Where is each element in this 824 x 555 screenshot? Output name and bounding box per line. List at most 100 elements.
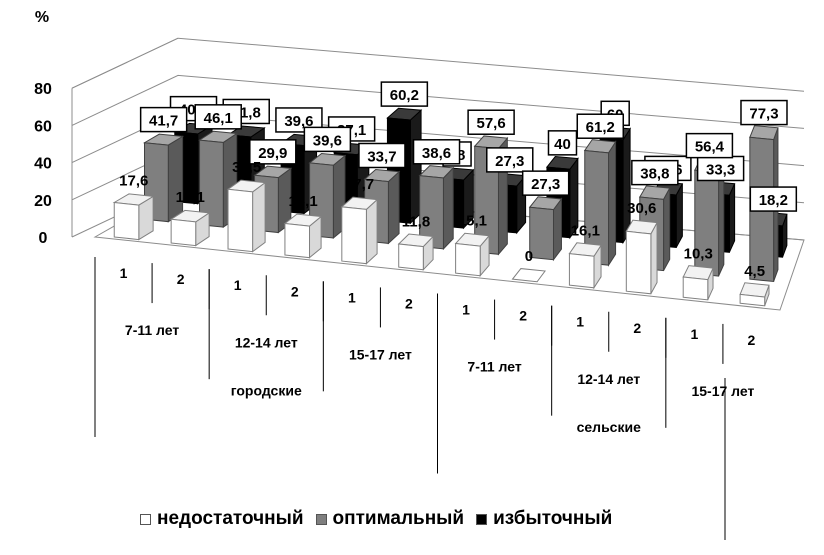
x-tick-label: 2	[519, 308, 527, 324]
svg-text:27,3: 27,3	[495, 153, 524, 170]
bar	[226, 179, 267, 253]
svg-text:40: 40	[554, 136, 571, 153]
x-tick-label: 1	[120, 265, 128, 281]
group-label: 12-14 лет	[577, 371, 640, 387]
data-label: 30,5	[232, 159, 261, 176]
bar	[583, 139, 617, 267]
y-tick-label: 20	[34, 193, 52, 210]
x-tick-label: 2	[633, 320, 641, 336]
gridline	[71, 37, 805, 92]
group-label: 7-11 лет	[125, 322, 179, 338]
data-label: 33,3	[696, 155, 745, 182]
data-label: 40	[547, 130, 578, 156]
data-label: 41,7	[139, 106, 188, 133]
svg-text:4,5: 4,5	[744, 263, 765, 280]
legend-label: недостаточный	[157, 508, 304, 529]
bar	[682, 265, 714, 301]
svg-text:27,7: 27,7	[345, 176, 374, 193]
data-label: 16,1	[289, 193, 318, 210]
bar	[454, 232, 491, 278]
data-label: 4,5	[744, 263, 765, 280]
data-label: 56,4	[685, 132, 734, 159]
data-label: 18,2	[749, 186, 798, 212]
bar	[739, 282, 770, 307]
data-label: 46,1	[194, 104, 242, 130]
svg-text:18,2: 18,2	[759, 192, 788, 209]
x-tick-label: 2	[291, 283, 299, 299]
y-tick-label: 60	[34, 118, 52, 135]
svg-text:12,1: 12,1	[176, 189, 205, 206]
legend-item: избыточный	[476, 508, 612, 530]
data-label: 38,6	[412, 139, 461, 165]
x-tick-label: 2	[748, 332, 756, 348]
data-label: 17,6	[119, 172, 148, 189]
data-label: 29,9	[249, 139, 297, 165]
svg-text:29,9: 29,9	[258, 145, 287, 162]
bar	[112, 193, 155, 241]
legend-swatch	[476, 513, 488, 525]
y-tick-label: 40	[34, 156, 52, 173]
legend-item: недостаточный	[140, 508, 304, 530]
legend-swatch	[140, 513, 151, 525]
bar	[511, 268, 546, 283]
svg-text:60,2: 60,2	[390, 87, 419, 104]
group-label: 15-17 лет	[691, 383, 754, 399]
data-label: 27,7	[345, 176, 374, 193]
data-label: 0	[525, 248, 533, 265]
svg-text:0: 0	[525, 248, 533, 265]
svg-text:46,1: 46,1	[204, 110, 233, 127]
data-label: 16,1	[571, 222, 600, 239]
x-tick-label: 1	[690, 326, 698, 342]
data-label: 30,6	[627, 200, 656, 217]
legend-label: избыточный	[493, 508, 613, 529]
svg-text:33,3: 33,3	[706, 161, 735, 178]
bar	[283, 213, 323, 259]
bar	[340, 196, 379, 265]
legend-swatch	[315, 513, 327, 525]
data-label: 38,8	[631, 159, 679, 186]
svg-text:56,4: 56,4	[695, 139, 725, 156]
svg-text:30,6: 30,6	[627, 200, 656, 217]
y-axis-label: %	[35, 9, 49, 26]
x-tick-label: 2	[405, 295, 413, 311]
svg-text:41,7: 41,7	[149, 113, 178, 130]
svg-text:57,6: 57,6	[477, 115, 506, 132]
group-label: 7-11 лет	[467, 359, 521, 375]
svg-text:16,1: 16,1	[289, 193, 318, 210]
legend-item: оптимальный	[315, 508, 465, 530]
data-label: 61,2	[576, 113, 625, 139]
data-label: 27,3	[486, 147, 534, 173]
svg-text:10,3: 10,3	[684, 246, 713, 263]
y-tick-label: 80	[34, 81, 52, 98]
x-tick-label: 1	[234, 277, 242, 293]
bar	[169, 209, 211, 247]
bar	[397, 233, 435, 271]
data-label: 10,3	[684, 246, 713, 263]
data-label: 60,2	[380, 81, 429, 107]
bar	[528, 196, 563, 262]
data-label: 77,3	[740, 99, 788, 126]
data-label: 11,8	[402, 213, 430, 230]
svg-text:39,6: 39,6	[313, 132, 342, 149]
area-label: сельские	[577, 419, 641, 435]
svg-text:30,5: 30,5	[232, 159, 261, 176]
svg-text:38,6: 38,6	[422, 145, 451, 162]
svg-text:27,3: 27,3	[531, 176, 560, 193]
svg-text:38,8: 38,8	[640, 166, 669, 183]
svg-text:17,6: 17,6	[119, 172, 148, 189]
data-label: 33,7	[358, 142, 406, 169]
svg-text:15,1: 15,1	[458, 213, 487, 230]
x-tick-label: 2	[177, 271, 185, 287]
x-tick-label: 1	[462, 302, 470, 318]
svg-text:39,6: 39,6	[284, 113, 313, 130]
data-label: 12,1	[176, 189, 205, 206]
group-label: 12-14 лет	[235, 334, 298, 350]
legend-label: оптимальный	[332, 508, 465, 529]
data-label: 57,6	[467, 109, 515, 135]
bar	[625, 219, 658, 295]
legend: недостаточный оптимальный избыточный	[140, 506, 624, 532]
area-label: городские	[231, 382, 302, 398]
bar	[418, 165, 455, 251]
